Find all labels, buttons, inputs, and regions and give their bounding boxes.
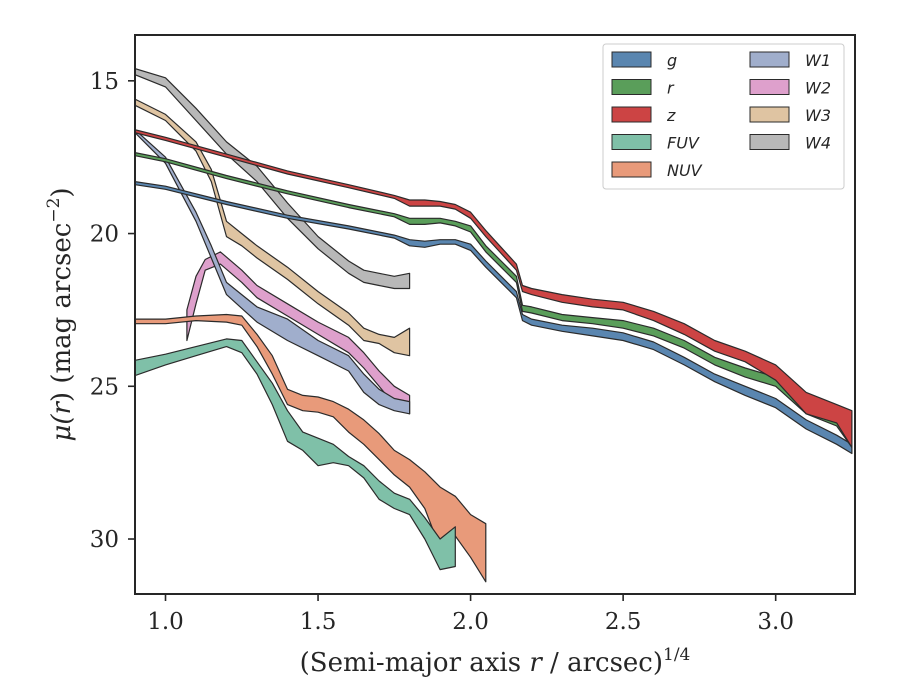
legend: grz FUV NUV W1 W2 W3 W4 bbox=[602, 43, 845, 190]
x-tick-label: 2.0 bbox=[452, 609, 489, 635]
band-nuv bbox=[135, 313, 487, 583]
legend-swatch-g bbox=[611, 51, 652, 68]
y-tick-label: 20 bbox=[90, 222, 119, 248]
plot-frame bbox=[134, 34, 856, 595]
legend-label-w1: W1 bbox=[805, 51, 831, 70]
legend-swatch-w3 bbox=[749, 106, 790, 123]
legend-swatch-w4 bbox=[749, 134, 790, 150]
x-tick-label: 3.0 bbox=[757, 609, 794, 635]
legend-label-r: r bbox=[667, 79, 675, 98]
legend-label-nuv: NUV bbox=[667, 161, 703, 180]
x-tick-label: 1.5 bbox=[300, 609, 337, 635]
series-layer bbox=[135, 68, 853, 583]
band-z bbox=[135, 129, 853, 448]
legend-label-fuv: FUV bbox=[667, 134, 700, 153]
legend-swatch-w1 bbox=[749, 51, 790, 68]
legend-label-w3: W3 bbox=[805, 106, 831, 125]
legend-swatch-fuv bbox=[611, 134, 652, 150]
y-tick-label: 25 bbox=[90, 374, 119, 400]
x-axis-label: (Semi-major axis r / arcsec)1/4 bbox=[300, 645, 691, 678]
band-fuv bbox=[135, 338, 456, 571]
band-w3 bbox=[135, 98, 411, 357]
legend-label-g: g bbox=[667, 51, 677, 70]
y-tick-label: 15 bbox=[90, 69, 119, 95]
legend-swatch-r bbox=[611, 79, 652, 95]
legend-swatch-nuv bbox=[611, 161, 652, 178]
y-axis: 15 20 25 30 bbox=[90, 69, 135, 553]
legend-label-w4: W4 bbox=[805, 134, 831, 153]
legend-label-w2: W2 bbox=[805, 79, 831, 98]
y-axis-label: μ(r) (mag arcsec−2) bbox=[44, 187, 77, 441]
band-g bbox=[135, 181, 853, 455]
legend-label-z: z bbox=[666, 106, 676, 125]
y-tick-label: 30 bbox=[90, 527, 119, 553]
x-tick-label: 2.5 bbox=[605, 609, 642, 635]
legend-swatch-w2 bbox=[749, 79, 790, 95]
x-axis: 1.0 1.5 2.0 2.5 3.0 bbox=[147, 594, 794, 635]
legend-swatch-z bbox=[611, 106, 652, 123]
x-tick-label: 1.0 bbox=[147, 609, 184, 635]
